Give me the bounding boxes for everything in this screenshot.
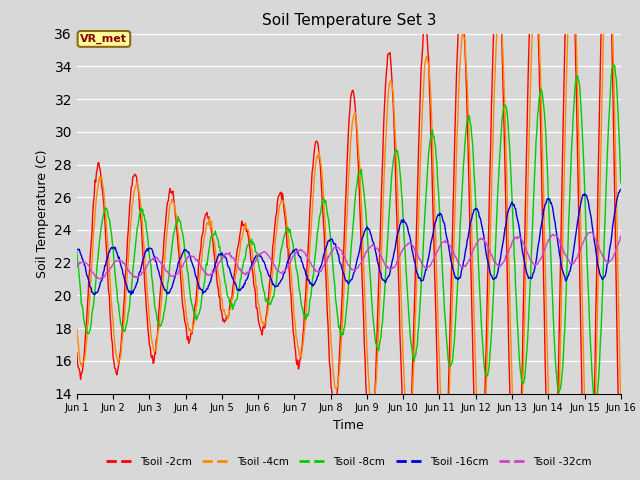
Tsoil -32cm: [617, 234, 625, 240]
Tsoil -8cm: [617, 180, 625, 186]
Tsoil -8cm: [194, 312, 202, 318]
Tsoil -4cm: [617, 402, 625, 408]
Tsoil -2cm: [415, 139, 422, 144]
Tsoil -32cm: [431, 252, 439, 258]
Tsoil -2cm: [73, 350, 81, 356]
Tsoil -32cm: [140, 269, 147, 275]
Tsoil -16cm: [431, 219, 439, 225]
Title: Soil Temperature Set 3: Soil Temperature Set 3: [262, 13, 436, 28]
Tsoil -16cm: [83, 272, 90, 278]
Line: Tsoil -16cm: Tsoil -16cm: [77, 190, 621, 295]
Tsoil -8cm: [223, 288, 230, 294]
Tsoil -4cm: [194, 288, 202, 294]
Tsoil -4cm: [223, 313, 230, 319]
Tsoil -8cm: [73, 249, 81, 255]
Tsoil -16cm: [223, 261, 231, 266]
Line: Tsoil -2cm: Tsoil -2cm: [77, 0, 621, 480]
Tsoil -2cm: [223, 313, 230, 319]
Tsoil -16cm: [416, 275, 424, 281]
Tsoil -32cm: [588, 229, 595, 235]
Tsoil -16cm: [91, 292, 99, 298]
Line: Tsoil -32cm: Tsoil -32cm: [77, 232, 621, 279]
X-axis label: Time: Time: [333, 419, 364, 432]
Line: Tsoil -4cm: Tsoil -4cm: [77, 0, 621, 480]
Y-axis label: Soil Temperature (C): Soil Temperature (C): [36, 149, 49, 278]
Tsoil -32cm: [73, 264, 81, 269]
Tsoil -8cm: [592, 399, 600, 405]
Tsoil -2cm: [194, 275, 202, 281]
Tsoil -32cm: [95, 276, 103, 282]
Tsoil -2cm: [431, 272, 438, 278]
Tsoil -8cm: [609, 62, 617, 68]
Tsoil -8cm: [415, 323, 422, 328]
Tsoil -2cm: [139, 247, 147, 253]
Tsoil -16cm: [195, 282, 202, 288]
Tsoil -8cm: [139, 206, 147, 212]
Text: VR_met: VR_met: [81, 34, 127, 44]
Tsoil -32cm: [223, 252, 231, 257]
Tsoil -2cm: [83, 318, 90, 324]
Tsoil -16cm: [140, 256, 147, 262]
Tsoil -32cm: [195, 258, 202, 264]
Tsoil -16cm: [73, 247, 81, 252]
Tsoil -32cm: [83, 261, 90, 266]
Tsoil -16cm: [617, 187, 625, 192]
Tsoil -8cm: [431, 139, 438, 145]
Legend: Tsoil -2cm, Tsoil -4cm, Tsoil -8cm, Tsoil -16cm, Tsoil -32cm: Tsoil -2cm, Tsoil -4cm, Tsoil -8cm, Tsoi…: [102, 453, 596, 471]
Tsoil -4cm: [83, 338, 90, 344]
Tsoil -32cm: [416, 256, 424, 262]
Tsoil -4cm: [139, 224, 147, 230]
Tsoil -8cm: [83, 328, 90, 334]
Tsoil -4cm: [415, 209, 422, 215]
Tsoil -4cm: [73, 325, 81, 331]
Tsoil -4cm: [431, 206, 438, 212]
Line: Tsoil -8cm: Tsoil -8cm: [77, 65, 621, 402]
